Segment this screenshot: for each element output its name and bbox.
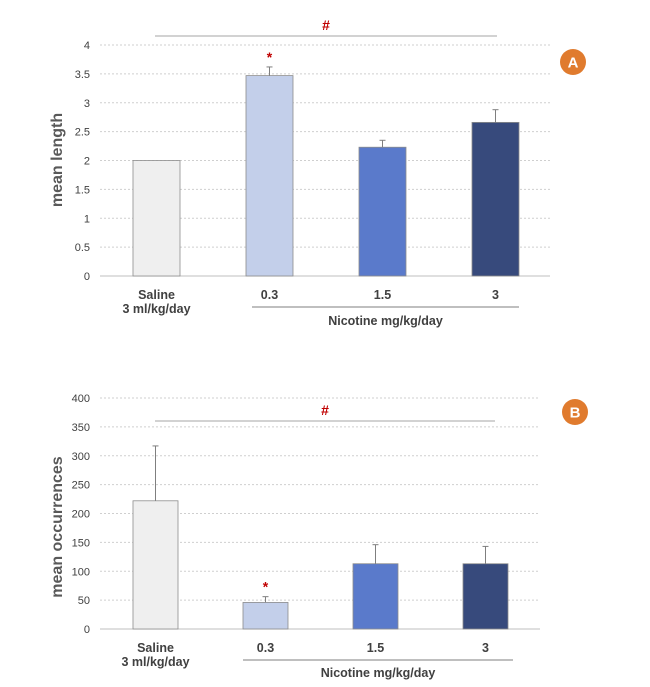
panel-badge xyxy=(560,49,586,75)
x-category-label: 1.5 xyxy=(367,641,384,655)
group-label: Nicotine mg/kg/day xyxy=(328,314,443,328)
bar-saline xyxy=(132,160,181,277)
x-category-label: 3 xyxy=(482,641,489,655)
y-axis-label: mean length xyxy=(49,113,66,207)
significance-hash: # xyxy=(321,402,329,418)
x-category-label: Saline xyxy=(137,641,174,655)
significance-star: * xyxy=(263,579,269,595)
significance-star: * xyxy=(267,49,273,65)
y-tick-label: 100 xyxy=(72,566,90,578)
x-category-label: 3 xyxy=(492,288,499,302)
bar-0-3 xyxy=(242,602,289,630)
bar-saline xyxy=(132,500,179,630)
x-category-label: 0.3 xyxy=(261,288,278,302)
x-category-sublabel: 3 ml/kg/day xyxy=(121,655,189,669)
y-tick-label: 250 xyxy=(72,480,90,492)
panel-badge-label: A xyxy=(568,55,579,72)
bar-0-3 xyxy=(245,75,294,277)
y-tick-label: 3 xyxy=(84,98,90,110)
significance-hash: # xyxy=(322,17,330,33)
y-axis-label: mean occurrences xyxy=(49,456,66,598)
y-tick-label: 1 xyxy=(84,213,90,225)
panel-badge-label: B xyxy=(570,405,581,422)
y-tick-label: 0.5 xyxy=(75,242,90,254)
x-category-label: Saline xyxy=(138,288,175,302)
panel-badge xyxy=(562,399,588,425)
group-label: Nicotine mg/kg/day xyxy=(321,666,436,680)
y-tick-label: 4 xyxy=(84,40,90,52)
y-tick-label: 0 xyxy=(84,271,90,283)
bar-3 xyxy=(462,563,509,630)
x-category-sublabel: 3 ml/kg/day xyxy=(122,302,190,316)
x-category-label: 0.3 xyxy=(257,641,274,655)
x-category-label: 1.5 xyxy=(374,288,391,302)
bar-3 xyxy=(471,121,520,277)
bar-1-5 xyxy=(358,146,407,277)
bar-1-5 xyxy=(352,563,399,630)
y-tick-label: 2 xyxy=(84,156,90,168)
y-tick-label: 0 xyxy=(84,624,90,636)
y-tick-label: 1.5 xyxy=(75,184,90,196)
y-tick-label: 400 xyxy=(72,393,90,405)
y-tick-label: 50 xyxy=(78,595,90,607)
y-tick-label: 150 xyxy=(72,537,90,549)
y-tick-label: 350 xyxy=(72,422,90,434)
y-tick-label: 3.5 xyxy=(75,69,90,81)
y-tick-label: 2.5 xyxy=(75,127,90,139)
y-tick-label: 300 xyxy=(72,451,90,463)
y-tick-label: 200 xyxy=(72,509,90,521)
